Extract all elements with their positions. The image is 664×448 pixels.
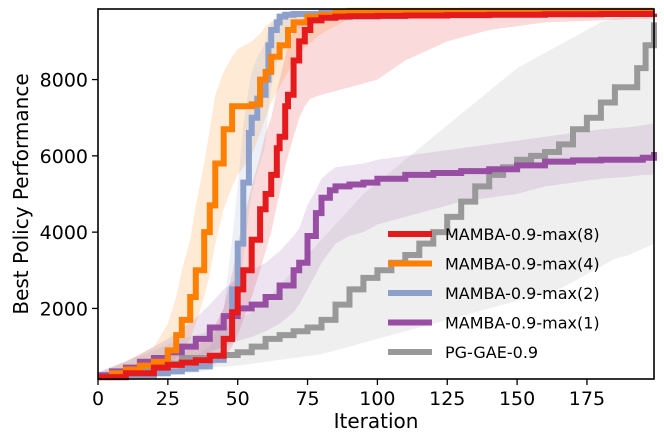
y-axis-label: Best Policy Performance — [9, 73, 33, 314]
legend-label-mamba-0-9-max-8: MAMBA-0.9-max(8) — [445, 225, 600, 244]
series-lines — [98, 7, 657, 381]
band-pg-gae-0-9 — [98, 10, 654, 380]
x-axis-label: Iteration — [334, 409, 419, 433]
band-mamba-0-9-max-4 — [98, 10, 654, 380]
x-tick-label: 125 — [429, 388, 465, 410]
y-tick-label: 8000 — [40, 70, 88, 92]
x-tick-label: 175 — [569, 388, 605, 410]
legend-label-mamba-0-9-max-2: MAMBA-0.9-max(2) — [445, 284, 600, 303]
series-line-pg-gae-0-9 — [98, 22, 657, 381]
x-axis-ticks: 0 25 50 75 100 125 150 175 — [92, 379, 605, 410]
series-line-mamba-0-9-max-1 — [98, 152, 657, 379]
legend-label-mamba-0-9-max-1: MAMBA-0.9-max(1) — [445, 314, 600, 333]
x-tick-label: 150 — [499, 388, 535, 410]
x-tick-label: 0 — [92, 388, 104, 410]
legend-label-mamba-0-9-max-4: MAMBA-0.9-max(4) — [445, 255, 600, 274]
y-axis-ticks: 2000 4000 6000 8000 — [40, 70, 98, 320]
x-tick-label: 50 — [226, 388, 250, 410]
y-tick-label: 6000 — [40, 146, 88, 168]
legend-label-pg-gae-0-9: PG-GAE-0.9 — [445, 343, 538, 362]
y-tick-label: 2000 — [40, 298, 88, 320]
series-line-mamba-0-9-max-8 — [98, 11, 657, 381]
x-tick-label: 25 — [156, 388, 180, 410]
y-tick-label: 4000 — [40, 222, 88, 244]
series-line-mamba-0-9-max-2 — [98, 7, 654, 381]
x-tick-label: 75 — [295, 388, 319, 410]
legend: MAMBA-0.9-max(8) MAMBA-0.9-max(4) MAMBA-0.… — [388, 225, 600, 362]
x-tick-label: 100 — [359, 388, 395, 410]
plot-frame — [97, 8, 655, 380]
